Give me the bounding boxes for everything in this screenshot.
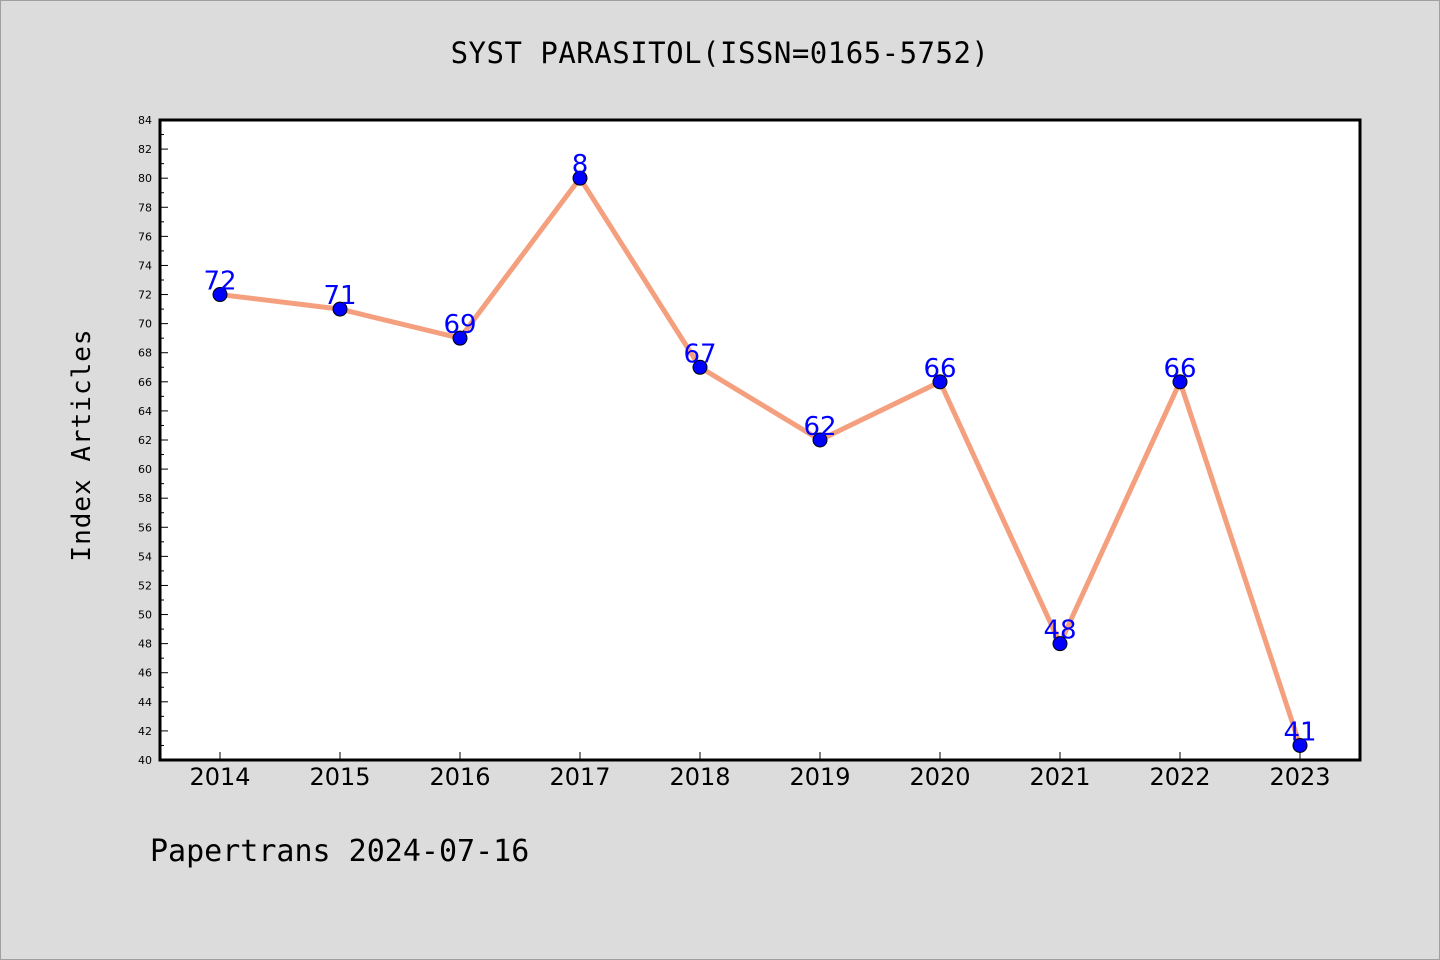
data-label: 66: [923, 354, 956, 384]
data-label: 48: [1043, 616, 1076, 646]
x-tick-label: 2015: [309, 763, 370, 791]
y-tick-label: 82: [138, 143, 152, 156]
x-tick-label: 2019: [789, 763, 850, 791]
y-tick-label: 84: [138, 114, 152, 127]
data-point: [812, 432, 828, 448]
series-line-group: [217, 175, 1303, 748]
data-label: 66: [1163, 354, 1196, 384]
y-tick-label: 66: [138, 376, 152, 389]
data-point: [932, 374, 948, 390]
x-tick-label: 2022: [1149, 763, 1210, 791]
y-axis-label: Index Articles: [67, 328, 97, 561]
y-tick-label: 56: [138, 521, 152, 534]
data-point: [1052, 636, 1068, 652]
x-tick-label: 2017: [549, 763, 610, 791]
y-tick-label: 60: [138, 463, 152, 476]
data-point: [212, 287, 228, 303]
data-point: [572, 170, 588, 186]
data-labels-group: 72 71 69 8 67 62 66 48 66 41: [203, 150, 1316, 747]
data-point: [692, 359, 708, 375]
plot-area: [158, 118, 1362, 762]
x-tick-label: 2020: [909, 763, 970, 791]
y-tick-label: 68: [138, 347, 152, 360]
y-tick-label: 78: [138, 201, 152, 214]
x-tick-label: 2018: [669, 763, 730, 791]
y-tick-label: 52: [138, 579, 152, 592]
y-tick-label: 64: [138, 405, 152, 418]
x-tick-label: 2021: [1029, 763, 1090, 791]
y-tick-label: 42: [138, 725, 152, 738]
x-tick-label: 2023: [1269, 763, 1330, 791]
data-point: [452, 330, 468, 346]
footer-credit: Papertrans 2024-07-16: [150, 834, 530, 869]
y-tick-label: 54: [138, 550, 152, 563]
y-tick-label: 46: [138, 667, 152, 680]
data-label: 69: [443, 310, 476, 340]
x-axis: 2014 2015 2016 2017 2018 2019 2020 2021 2022 2023: [189, 752, 1331, 791]
x-tick-label: 2014: [189, 763, 250, 791]
x-tick-label: 2016: [429, 763, 490, 791]
data-label: 62: [803, 412, 836, 442]
data-label: 71: [323, 281, 356, 311]
y-tick-label: 48: [138, 638, 152, 651]
y-tick-label: 76: [138, 230, 152, 243]
data-point: [1292, 737, 1308, 753]
series-line: [217, 175, 1303, 748]
y-tick-label: 74: [138, 259, 152, 272]
y-tick-label: 70: [138, 318, 152, 331]
y-tick-label: 72: [138, 289, 152, 302]
y-tick-label: 44: [138, 696, 152, 709]
y-tick-label: 80: [138, 172, 152, 185]
y-tick-label: 50: [138, 609, 152, 622]
data-label: 67: [683, 339, 716, 369]
chart-title: SYST PARASITOL(ISSN=0165-5752): [450, 36, 990, 70]
data-label: 8: [572, 150, 589, 180]
y-tick-label: 40: [138, 754, 152, 767]
y-tick-label: 58: [138, 492, 152, 505]
data-label: 41: [1283, 717, 1316, 747]
y-axis: 40 42 44 46 48 50 52 54 56 58 60 62 64 66 68 70 72 74 76 78…: [138, 114, 168, 767]
markers-group: [212, 170, 1308, 753]
data-point: [332, 301, 348, 317]
data-point: [1172, 374, 1188, 390]
data-label: 72: [203, 267, 236, 297]
y-tick-label: 62: [138, 434, 152, 447]
